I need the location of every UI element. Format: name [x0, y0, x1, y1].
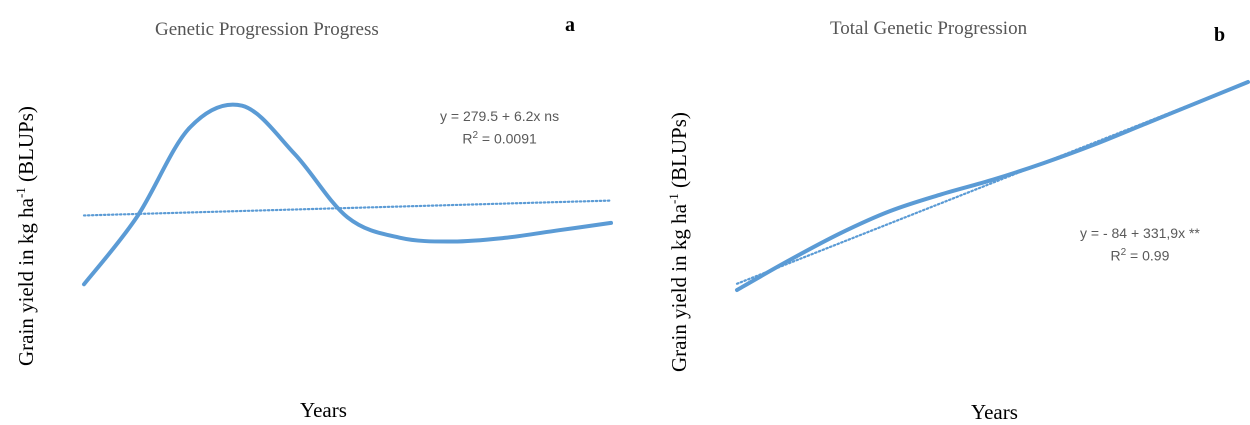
r-squared-sup-a: 2: [472, 130, 478, 141]
y-axis-label-a: Grain yield in kg ha-1 (BLUPs): [13, 106, 39, 366]
panel-letter-a: a: [565, 14, 575, 36]
chart-panel-a: Genetic Progression Progress a y = 279.5…: [0, 0, 625, 423]
r-squared-a: R2 = 0.0091: [440, 126, 559, 149]
panel-letter-b: b: [1214, 24, 1226, 46]
regression-equation-a: y = 279.5 + 6.2x ns: [440, 108, 560, 124]
trendline-a: [82, 199, 613, 217]
x-axis-label-a: Years: [300, 398, 347, 422]
r-squared-prefix-b: R: [1110, 247, 1121, 264]
regression-annotation-a: y = 279.5 + 6.2x ns R2 = 0.0091: [440, 106, 559, 149]
y-axis-label-prefix-a: Grain yield in kg ha: [14, 198, 38, 366]
y-axis-label-sup-b: -1: [666, 193, 681, 205]
regression-annotation-b: y = - 84 + 331,9x ** R2 = 0.99: [1080, 223, 1200, 266]
trendline-b: [735, 80, 1250, 285]
plot-area-b: [735, 80, 1250, 292]
r-squared-value-b: = 0.99: [1126, 247, 1170, 264]
chart-title-a: Genetic Progression Progress: [155, 19, 379, 40]
x-axis-label-b: Years: [971, 400, 1018, 424]
series-line-a: [82, 102, 613, 287]
y-axis-label-suffix-a: (BLUPs): [14, 106, 38, 188]
y-axis-label-b: Grain yield in kg ha-1 (BLUPs): [666, 112, 692, 372]
y-axis-label-suffix-b: (BLUPs): [667, 112, 691, 194]
r-squared-sup-b: 2: [1120, 247, 1127, 258]
y-axis-label-prefix-b: Grain yield in kg ha: [667, 204, 691, 372]
r-squared-prefix-a: R: [462, 130, 473, 147]
plot-area-a: [82, 102, 613, 287]
regression-equation-b: y = - 84 + 331,9x **: [1080, 225, 1200, 241]
r-squared-b: R2 = 0.99: [1080, 243, 1200, 266]
chart-panel-b: Total Genetic Progression b y = - 84 + 3…: [625, 0, 1250, 424]
series-line-b: [735, 80, 1250, 292]
r-squared-value-a: = 0.0091: [478, 130, 537, 147]
chart-title-b: Total Genetic Progression: [830, 18, 1028, 39]
y-axis-label-sup-a: -1: [13, 187, 28, 199]
